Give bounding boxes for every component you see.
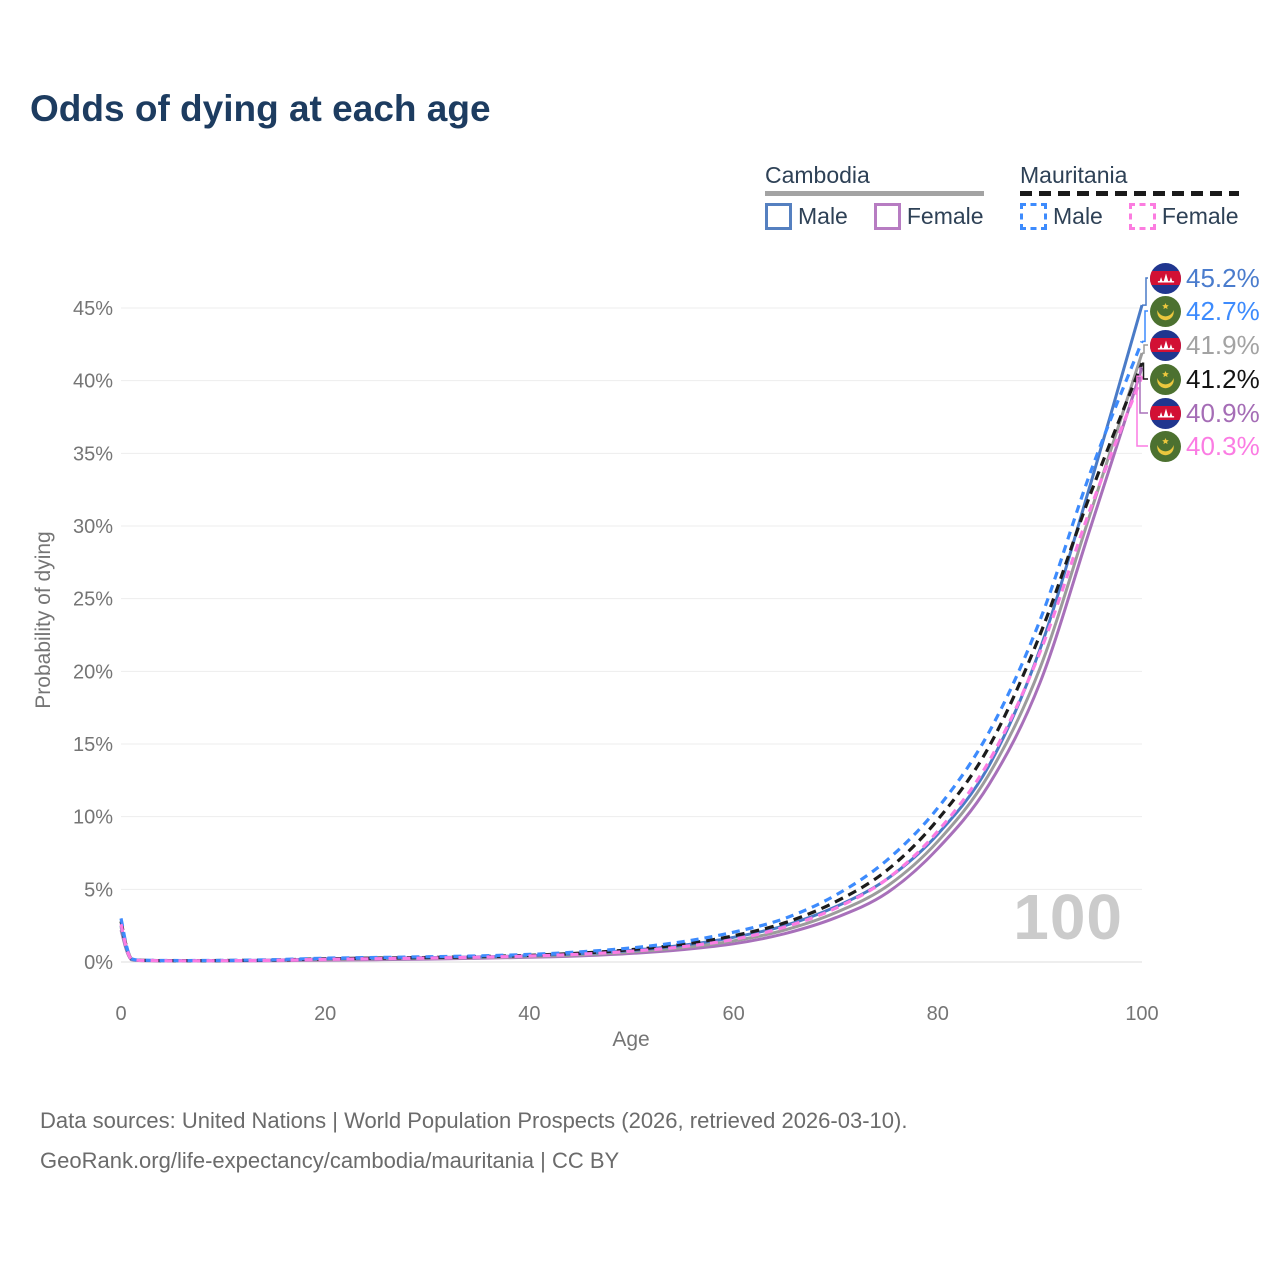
x-tick-label: 60: [722, 1003, 744, 1025]
y-tick-label: 35%: [73, 443, 113, 465]
end-label-cambodia-both: 41.9%: [1150, 329, 1260, 361]
leader-line-cambodia-female: [1139, 366, 1148, 414]
legend-country-mauritania: Mauritania: [1020, 162, 1128, 188]
cambodia-flag-icon: [1150, 329, 1181, 361]
legend-item-mauritania-female[interactable]: Female: [1128, 203, 1239, 230]
x-tick-label: 80: [927, 1003, 949, 1025]
cambodia-female-swatch-icon: [873, 203, 901, 230]
x-tick-label: 40: [518, 1003, 540, 1025]
end-value: 45.2%: [1186, 262, 1260, 293]
legend-label: Male: [1053, 203, 1103, 229]
legend-country-cambodia: Cambodia: [765, 162, 870, 188]
legend-linestyle-cambodia: [765, 191, 984, 196]
legend-label: Female: [1161, 203, 1239, 229]
x-tick-label: 0: [115, 1003, 126, 1025]
leader-line-mauritania-both: [1142, 362, 1148, 380]
series-line-mauritania-female[interactable]: [119, 375, 1144, 963]
legend-group-cambodia: Cambodia Male Female: [765, 162, 984, 230]
series-line-mauritania-both[interactable]: [119, 362, 1144, 963]
end-label-cambodia-male: 45.2%: [1150, 262, 1260, 294]
legend-label: Male: [798, 203, 848, 229]
mauritania-flag-icon: [1150, 363, 1181, 395]
cambodia-flag-icon: [1150, 262, 1181, 294]
end-value: 40.9%: [1186, 397, 1260, 428]
series-line-cambodia-both[interactable]: [119, 352, 1144, 963]
y-tick-label: 40%: [73, 371, 113, 393]
series-line-cambodia-female[interactable]: [119, 367, 1144, 963]
y-tick-label: 30%: [73, 516, 113, 538]
x-tick-label: 100: [1125, 1003, 1158, 1025]
end-value: 41.9%: [1186, 329, 1260, 360]
mauritania-male-swatch-icon: [1020, 203, 1047, 230]
legend-linestyle-mauritania: [1020, 191, 1239, 196]
series-line-cambodia-male[interactable]: [119, 304, 1144, 963]
y-axis-title: Probability of dying: [32, 531, 55, 709]
series-line-mauritania-male[interactable]: [119, 340, 1144, 963]
end-label-mauritania-male: 42.7%: [1150, 295, 1260, 327]
end-value: 42.7%: [1186, 295, 1260, 326]
cambodia-flag-icon: [1150, 397, 1181, 429]
y-tick-label: 20%: [73, 661, 113, 683]
legend-item-cambodia-male[interactable]: Male: [765, 203, 848, 230]
y-tick-label: 15%: [73, 734, 113, 756]
y-tick-label: 10%: [73, 807, 113, 829]
y-tick-label: 5%: [84, 879, 113, 901]
leader-line-cambodia-both: [1142, 344, 1148, 354]
page-title: Odds of dying at each age: [30, 88, 491, 129]
end-label-mauritania-both: 41.2%: [1150, 363, 1260, 395]
end-value: 40.3%: [1186, 430, 1260, 461]
end-label-mauritania-female: 40.3%: [1150, 430, 1260, 462]
mauritania-flag-icon: [1150, 295, 1181, 327]
end-value: 41.2%: [1186, 363, 1260, 394]
mauritania-female-swatch-icon: [1128, 203, 1156, 230]
x-axis-title: Age: [612, 1028, 650, 1051]
end-label-cambodia-female: 40.9%: [1150, 397, 1260, 429]
data-source-line2: GeoRank.org/life-expectancy/cambodia/mau…: [40, 1148, 620, 1173]
y-tick-label: 45%: [73, 298, 113, 320]
leader-line-mauritania-female: [1136, 375, 1148, 447]
cambodia-male-swatch-icon: [765, 203, 792, 230]
x-tick-label: 20: [314, 1003, 336, 1025]
legend-item-mauritania-male[interactable]: Male: [1020, 203, 1103, 230]
y-tick-label: 25%: [73, 589, 113, 611]
leader-line-mauritania-male: [1142, 310, 1148, 343]
leader-line-cambodia-male: [1142, 277, 1148, 306]
data-source-line1: Data sources: United Nations | World Pop…: [40, 1108, 908, 1133]
watermark-age-100: 100: [1013, 881, 1123, 953]
mauritania-flag-icon: [1150, 430, 1181, 462]
y-tick-label: 0%: [84, 952, 113, 974]
legend-label: Female: [906, 203, 984, 229]
legend-group-mauritania: Mauritania Male Female: [1020, 162, 1239, 230]
legend-item-cambodia-female[interactable]: Female: [873, 203, 984, 230]
